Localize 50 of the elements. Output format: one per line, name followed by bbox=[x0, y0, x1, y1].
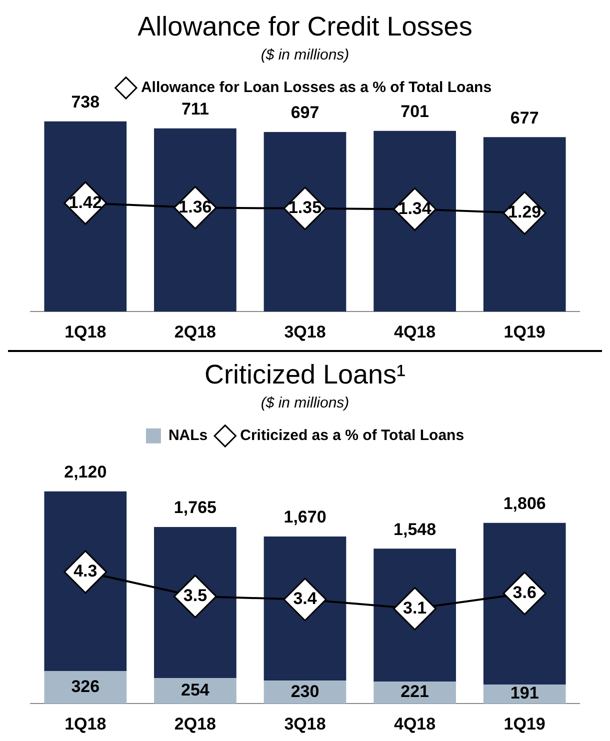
bar bbox=[264, 536, 346, 681]
data-label: 254 bbox=[181, 680, 210, 700]
data-label: 221 bbox=[400, 682, 429, 702]
x-tick-label: 1Q18 bbox=[64, 714, 106, 734]
bar bbox=[44, 670, 127, 704]
data-label: 1.34 bbox=[398, 198, 432, 218]
bar bbox=[44, 491, 127, 671]
bar bbox=[154, 526, 236, 678]
x-tick-label: 1Q19 bbox=[504, 322, 546, 342]
data-label: 3.4 bbox=[293, 589, 318, 608]
data-label: 3.5 bbox=[183, 586, 208, 606]
data-label: 3.6 bbox=[512, 583, 536, 602]
data-label: 1.36 bbox=[178, 197, 212, 216]
x-tick-label: 3Q18 bbox=[284, 322, 326, 342]
x-tick-label: 1Q19 bbox=[504, 714, 546, 734]
data-label: 701 bbox=[400, 102, 429, 122]
chart-subtitle: ($ in millions) bbox=[260, 394, 350, 412]
x-tick-label: 3Q18 bbox=[284, 714, 326, 734]
bar bbox=[374, 681, 456, 704]
x-tick-label: 4Q18 bbox=[394, 714, 436, 734]
x-tick-label: 2Q18 bbox=[174, 714, 216, 734]
data-label: 3.1 bbox=[402, 598, 427, 618]
data-label: 677 bbox=[510, 108, 539, 128]
total-label: 2,120 bbox=[64, 462, 107, 482]
data-label: 711 bbox=[181, 100, 209, 119]
data-label: 1.42 bbox=[68, 192, 102, 212]
chart-title: Criticized Loans¹ bbox=[204, 360, 406, 390]
total-label: 1,765 bbox=[174, 498, 216, 518]
data-label: 697 bbox=[290, 103, 320, 122]
bar bbox=[374, 548, 456, 682]
data-label: 4.3 bbox=[74, 562, 98, 581]
x-tick-label: 4Q18 bbox=[394, 322, 436, 342]
x-tick-label: 2Q18 bbox=[174, 322, 216, 342]
bar bbox=[483, 522, 566, 684]
data-label: 1.29 bbox=[508, 202, 542, 222]
legend-label: Criticized as a % of Total Loans bbox=[240, 427, 464, 444]
chart-subtitle: ($ in millions) bbox=[260, 46, 350, 64]
legend-label: Allowance for Loan Losses as a % of Total Loans bbox=[140, 79, 492, 96]
total-label: 1,670 bbox=[284, 508, 326, 527]
legend-label: NALs bbox=[168, 427, 208, 444]
data-label: 1.35 bbox=[288, 198, 322, 218]
data-label: 230 bbox=[290, 682, 320, 701]
bar bbox=[154, 678, 236, 704]
total-label: 1,548 bbox=[394, 520, 436, 539]
x-tick-label: 1Q18 bbox=[64, 322, 106, 342]
data-label: 738 bbox=[71, 92, 100, 112]
chart-title: Allowance for Credit Losses bbox=[138, 12, 472, 42]
total-label: 1,806 bbox=[503, 494, 546, 514]
data-label: 326 bbox=[71, 676, 100, 696]
data-label: 191 bbox=[510, 684, 539, 703]
